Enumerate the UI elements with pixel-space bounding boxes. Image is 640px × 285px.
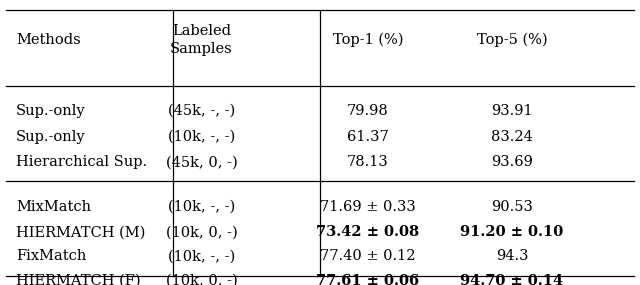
Text: 94.70 ± 0.14: 94.70 ± 0.14	[460, 274, 564, 285]
Text: HIERMATCH (M): HIERMATCH (M)	[16, 225, 145, 239]
Text: 93.69: 93.69	[491, 155, 533, 170]
Text: 61.37: 61.37	[347, 130, 389, 144]
Text: 77.61 ± 0.06: 77.61 ± 0.06	[316, 274, 420, 285]
Text: 79.98: 79.98	[347, 104, 389, 118]
Text: (45k, -, -): (45k, -, -)	[168, 104, 236, 118]
Text: 71.69 ± 0.33: 71.69 ± 0.33	[320, 200, 416, 214]
Text: HIERMATCH (F): HIERMATCH (F)	[16, 274, 141, 285]
Text: Sup.-only: Sup.-only	[16, 130, 86, 144]
Text: MixMatch: MixMatch	[16, 200, 91, 214]
Text: 91.20 ± 0.10: 91.20 ± 0.10	[460, 225, 564, 239]
Text: 73.42 ± 0.08: 73.42 ± 0.08	[316, 225, 420, 239]
Text: FixMatch: FixMatch	[16, 249, 86, 264]
Text: Top-5 (%): Top-5 (%)	[477, 33, 547, 47]
Text: 78.13: 78.13	[347, 155, 389, 170]
Text: 90.53: 90.53	[491, 200, 533, 214]
Text: (10k, -, -): (10k, -, -)	[168, 249, 236, 264]
Text: (10k, -, -): (10k, -, -)	[168, 200, 236, 214]
Text: (10k, 0, -): (10k, 0, -)	[166, 274, 237, 285]
Text: (10k, -, -): (10k, -, -)	[168, 130, 236, 144]
Text: Sup.-only: Sup.-only	[16, 104, 86, 118]
Text: 83.24: 83.24	[491, 130, 533, 144]
Text: Labeled
Samples: Labeled Samples	[170, 24, 233, 56]
Text: (10k, 0, -): (10k, 0, -)	[166, 225, 237, 239]
Text: Top-1 (%): Top-1 (%)	[333, 33, 403, 47]
Text: Methods: Methods	[16, 33, 81, 47]
Text: (45k, 0, -): (45k, 0, -)	[166, 155, 237, 170]
Text: Hierarchical Sup.: Hierarchical Sup.	[16, 155, 147, 170]
Text: 77.40 ± 0.12: 77.40 ± 0.12	[320, 249, 416, 264]
Text: 93.91: 93.91	[491, 104, 533, 118]
Text: 94.3: 94.3	[496, 249, 528, 264]
